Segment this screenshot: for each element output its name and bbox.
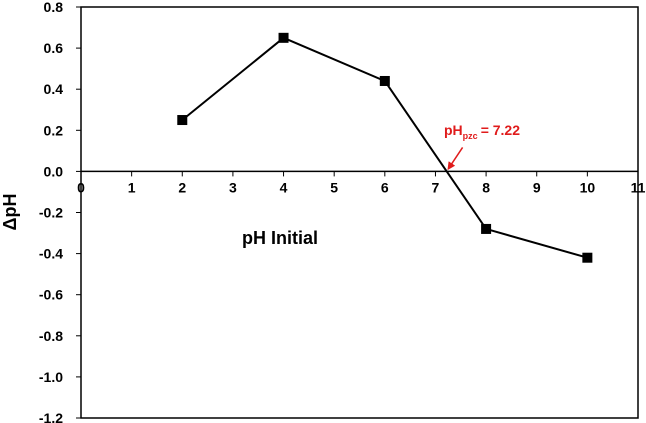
pzc-annotation-main: pH bbox=[444, 122, 463, 138]
y-tick-label: 0.4 bbox=[44, 81, 64, 97]
y-tick-label: -0.2 bbox=[39, 205, 63, 221]
y-tick-label: 0.6 bbox=[44, 40, 64, 56]
x-tick-label: 1 bbox=[128, 179, 136, 195]
x-tick-label: 2 bbox=[178, 179, 186, 195]
pzc-annotation-value: = 7.22 bbox=[481, 122, 521, 138]
x-tick-label: 10 bbox=[580, 179, 596, 195]
y-tick-label: -1.0 bbox=[39, 369, 63, 385]
x-tick-label: 4 bbox=[280, 179, 288, 195]
pzc-annotation-arrow bbox=[447, 146, 464, 171]
pzc-annotation-label: pHpzc = 7.22 bbox=[444, 122, 520, 141]
data-point-marker bbox=[582, 252, 593, 263]
y-tick-labels: 0.8 0.6 0.4 0.2 0.0 -0.2 -0.4 -0.6 -0.8 -1.0 -1.2 bbox=[39, 0, 81, 423]
y-axis-title: ΔpH bbox=[0, 194, 20, 231]
data-point-marker bbox=[177, 115, 188, 126]
y-tick-label: 0.2 bbox=[44, 122, 64, 138]
x-tick-label: 9 bbox=[533, 179, 541, 195]
x-axis-title: pH Initial bbox=[242, 228, 318, 248]
x-tick-label: 0 bbox=[77, 179, 85, 195]
x-tick-label: 8 bbox=[482, 179, 490, 195]
y-tick-label: -0.6 bbox=[39, 287, 63, 303]
series-line bbox=[181, 36, 588, 259]
series-markers bbox=[177, 32, 593, 263]
y-tick-label: 0.0 bbox=[44, 163, 64, 179]
x-tick-label: 6 bbox=[381, 179, 389, 195]
y-tick-label: -0.8 bbox=[39, 328, 63, 344]
data-point-marker bbox=[379, 75, 390, 86]
x-tick-labels: 0 1 2 3 4 5 6 7 8 9 10 11 bbox=[77, 171, 646, 195]
y-tick-label: 0.8 bbox=[44, 0, 64, 15]
x-tick-label: 11 bbox=[631, 179, 646, 195]
pzc-annotation-sub: pzc bbox=[463, 131, 478, 141]
y-tick-label: -1.2 bbox=[39, 410, 63, 423]
x-tick-label: 5 bbox=[330, 179, 338, 195]
plot-area bbox=[80, 6, 639, 419]
x-tick-label: 3 bbox=[229, 179, 237, 195]
data-point-marker bbox=[278, 32, 289, 43]
y-tick-label: -0.4 bbox=[39, 246, 63, 262]
data-point-marker bbox=[481, 223, 492, 234]
x-tick-label: 7 bbox=[432, 179, 440, 195]
